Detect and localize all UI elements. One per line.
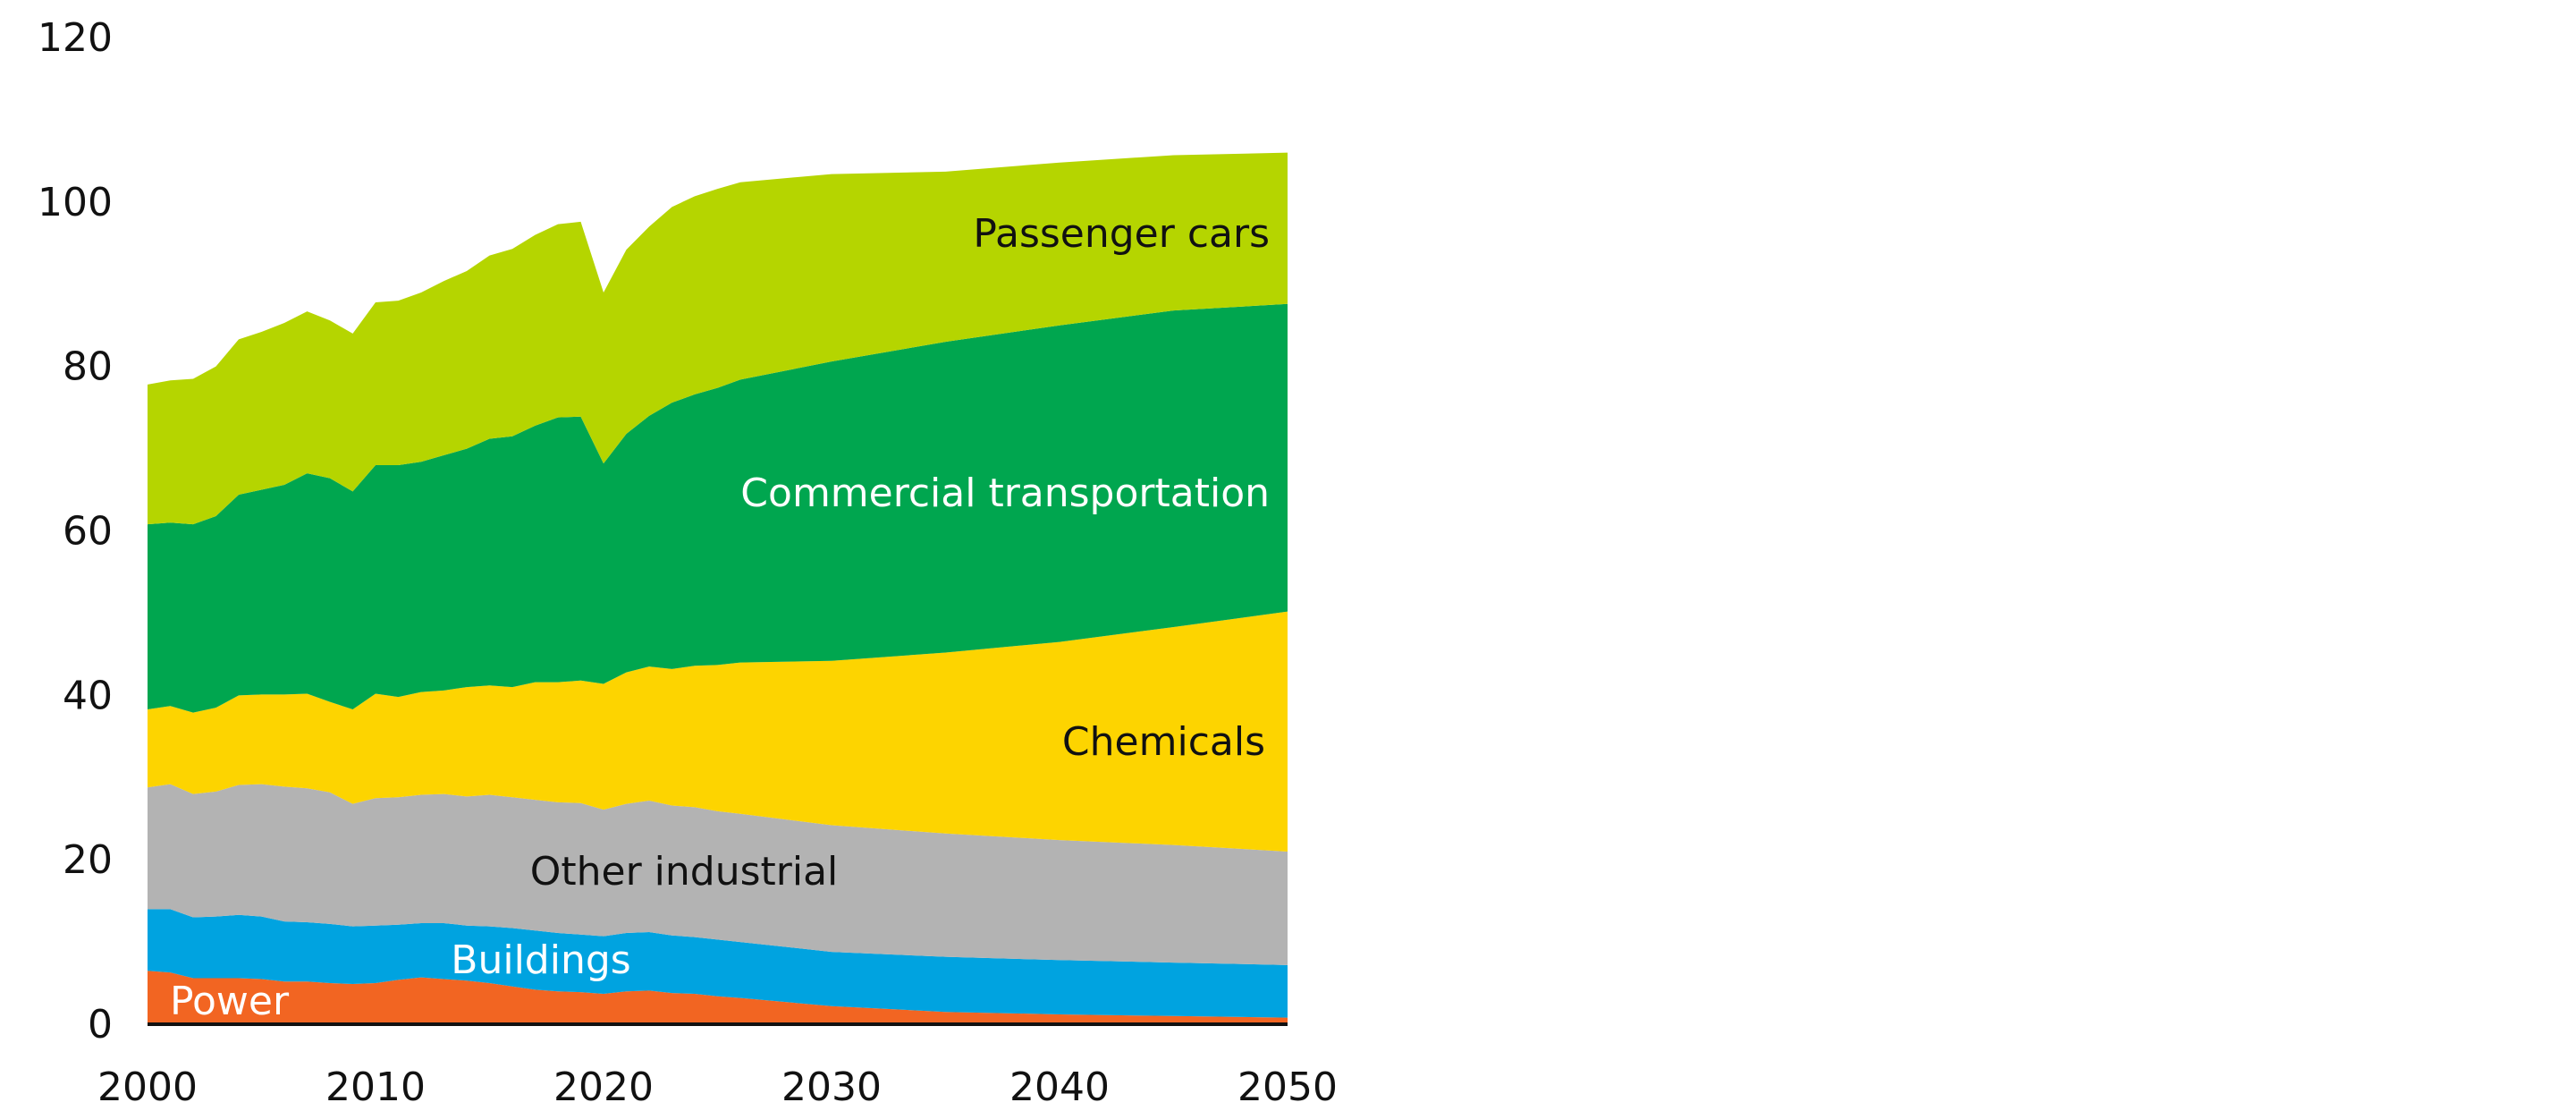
label-other-industrial: Other industrial bbox=[530, 849, 839, 895]
x-tick-label: 2000 bbox=[97, 1064, 198, 1110]
x-axis-ticks: 2000 2010 2020 2030 2040 2050 bbox=[97, 1064, 1338, 1110]
x-tick-label: 2030 bbox=[781, 1064, 882, 1110]
series-labels: Power Buildings Other industrial Chemica… bbox=[170, 211, 1270, 1024]
label-power: Power bbox=[170, 979, 290, 1024]
y-tick-label: 100 bbox=[38, 180, 113, 225]
label-passenger-cars: Passenger cars bbox=[973, 211, 1270, 257]
x-tick-label: 2010 bbox=[325, 1064, 426, 1110]
y-tick-label: 60 bbox=[63, 509, 113, 555]
y-tick-label: 20 bbox=[63, 837, 113, 883]
y-tick-label: 80 bbox=[63, 344, 113, 390]
label-chemicals: Chemicals bbox=[1062, 719, 1265, 765]
x-tick-label: 2020 bbox=[553, 1064, 654, 1110]
y-axis-ticks: 0 20 40 60 80 100 120 bbox=[38, 15, 113, 1047]
y-tick-label: 120 bbox=[38, 15, 113, 61]
y-tick-label: 0 bbox=[88, 1002, 113, 1047]
area-other-industrial bbox=[148, 784, 1288, 965]
area-power bbox=[148, 971, 1288, 1024]
area-buildings bbox=[148, 909, 1288, 1018]
area-passenger-cars bbox=[148, 152, 1288, 525]
x-tick-label: 2050 bbox=[1237, 1064, 1338, 1110]
x-tick-label: 2040 bbox=[1009, 1064, 1110, 1110]
area-layers bbox=[148, 152, 1288, 1024]
label-buildings: Buildings bbox=[451, 937, 630, 983]
area-chemicals bbox=[148, 611, 1288, 852]
area-commercial-transportation bbox=[148, 303, 1288, 713]
y-tick-label: 40 bbox=[63, 673, 113, 718]
label-commercial-transportation: Commercial transportation bbox=[740, 471, 1270, 516]
